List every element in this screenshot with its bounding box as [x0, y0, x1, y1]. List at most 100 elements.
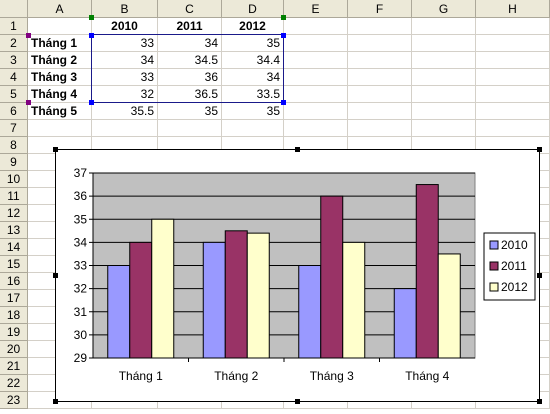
cell-d5[interactable]: 33.5 — [222, 86, 284, 103]
row-header-19[interactable]: 19 — [0, 324, 28, 341]
range-handle[interactable] — [281, 100, 286, 105]
cell-e6[interactable] — [284, 103, 348, 120]
cell-a6[interactable]: Tháng 5 — [28, 103, 92, 120]
cell-e5[interactable] — [284, 86, 348, 103]
cell-b4[interactable]: 33 — [92, 69, 158, 86]
cell-b7[interactable] — [92, 120, 158, 137]
range-handle[interactable] — [89, 15, 94, 20]
cell-h4[interactable] — [476, 69, 550, 86]
cell-e3[interactable] — [284, 52, 348, 69]
cell-h6[interactable] — [476, 103, 550, 120]
chart-resize-handle[interactable] — [53, 399, 58, 404]
row-header-11[interactable]: 11 — [0, 188, 28, 205]
cell-a3[interactable]: Tháng 2 — [28, 52, 92, 69]
chart-resize-handle[interactable] — [537, 399, 542, 404]
row-header-13[interactable]: 13 — [0, 222, 28, 239]
cell-e4[interactable] — [284, 69, 348, 86]
row-header-6[interactable]: 6 — [0, 103, 28, 120]
cell-d7[interactable] — [222, 120, 284, 137]
row-header-4[interactable]: 4 — [0, 69, 28, 86]
select-all-corner[interactable] — [0, 0, 28, 18]
column-header-a[interactable]: A — [28, 0, 92, 18]
cell-b2[interactable]: 33 — [92, 35, 158, 52]
row-header-2[interactable]: 2 — [0, 35, 28, 52]
column-header-c[interactable]: C — [158, 0, 222, 18]
column-header-h[interactable]: H — [476, 0, 550, 18]
cell-d1[interactable]: 2012 — [222, 18, 284, 35]
row-header-9[interactable]: 9 — [0, 154, 28, 171]
row-header-3[interactable]: 3 — [0, 52, 28, 69]
row-header-21[interactable]: 21 — [0, 358, 28, 375]
row-header-23[interactable]: 23 — [0, 392, 28, 409]
range-handle[interactable] — [281, 15, 286, 20]
cell-c7[interactable] — [158, 120, 222, 137]
cell-f1[interactable] — [348, 18, 412, 35]
cell-h1[interactable] — [476, 18, 550, 35]
column-header-d[interactable]: D — [222, 0, 284, 18]
cell-b1[interactable]: 2010 — [92, 18, 158, 35]
cell-f7[interactable] — [348, 120, 412, 137]
chart-resize-handle[interactable] — [295, 399, 300, 404]
row-header-16[interactable]: 16 — [0, 273, 28, 290]
cell-g3[interactable] — [412, 52, 476, 69]
chart-resize-handle[interactable] — [295, 147, 300, 152]
column-header-e[interactable]: E — [284, 0, 348, 18]
cell-f4[interactable] — [348, 69, 412, 86]
row-header-22[interactable]: 22 — [0, 375, 28, 392]
cell-h7[interactable] — [476, 120, 550, 137]
cell-h2[interactable] — [476, 35, 550, 52]
chart-canvas[interactable]: 29 30 31 32 33 34 35 36 37 Tháng 1 Tháng 2 Tháng 3 T… — [56, 150, 541, 403]
cell-f2[interactable] — [348, 35, 412, 52]
cell-a7[interactable] — [28, 120, 92, 137]
row-header-1[interactable]: 1 — [0, 18, 28, 35]
row-header-15[interactable]: 15 — [0, 256, 28, 273]
cell-a1[interactable] — [28, 18, 92, 35]
cell-a4[interactable]: Tháng 3 — [28, 69, 92, 86]
cell-h3[interactable] — [476, 52, 550, 69]
row-header-12[interactable]: 12 — [0, 205, 28, 222]
column-chart[interactable]: 29 30 31 32 33 34 35 36 37 Tháng 1 Tháng 2 Tháng 3 T… — [55, 149, 540, 402]
cell-a2[interactable]: Tháng 1 — [28, 35, 92, 52]
cell-d6[interactable]: 35 — [222, 103, 284, 120]
row-header-14[interactable]: 14 — [0, 239, 28, 256]
chart-resize-handle[interactable] — [537, 147, 542, 152]
chart-resize-handle[interactable] — [53, 147, 58, 152]
cell-g6[interactable] — [412, 103, 476, 120]
cell-d4[interactable]: 34 — [222, 69, 284, 86]
cell-g7[interactable] — [412, 120, 476, 137]
cell-c4[interactable]: 36 — [158, 69, 222, 86]
row-header-7[interactable]: 7 — [0, 120, 28, 137]
cell-d3[interactable]: 34.4 — [222, 52, 284, 69]
range-handle[interactable] — [89, 33, 94, 38]
cell-g1[interactable] — [412, 18, 476, 35]
chart-resize-handle[interactable] — [537, 273, 542, 278]
cell-g5[interactable] — [412, 86, 476, 103]
row-header-17[interactable]: 17 — [0, 290, 28, 307]
column-header-f[interactable]: F — [348, 0, 412, 18]
cell-a5[interactable]: Tháng 4 — [28, 86, 92, 103]
row-header-20[interactable]: 20 — [0, 341, 28, 358]
row-header-18[interactable]: 18 — [0, 307, 28, 324]
range-handle[interactable] — [89, 100, 94, 105]
cell-c1[interactable]: 2011 — [158, 18, 222, 35]
cell-e7[interactable] — [284, 120, 348, 137]
chart-resize-handle[interactable] — [53, 273, 58, 278]
cell-c5[interactable]: 36.5 — [158, 86, 222, 103]
cell-h5[interactable] — [476, 86, 550, 103]
column-header-g[interactable]: G — [412, 0, 476, 18]
cell-e2[interactable] — [284, 35, 348, 52]
cell-g2[interactable] — [412, 35, 476, 52]
cell-c3[interactable]: 34.5 — [158, 52, 222, 69]
cell-c6[interactable]: 35 — [158, 103, 222, 120]
cell-d2[interactable]: 35 — [222, 35, 284, 52]
cell-g4[interactable] — [412, 69, 476, 86]
cell-f5[interactable] — [348, 86, 412, 103]
row-header-8[interactable]: 8 — [0, 137, 28, 154]
cell-f6[interactable] — [348, 103, 412, 120]
cell-f3[interactable] — [348, 52, 412, 69]
cell-e1[interactable] — [284, 18, 348, 35]
cell-b3[interactable]: 34 — [92, 52, 158, 69]
cell-b6[interactable]: 35.5 — [92, 103, 158, 120]
row-header-10[interactable]: 10 — [0, 171, 28, 188]
column-header-b[interactable]: B — [92, 0, 158, 18]
